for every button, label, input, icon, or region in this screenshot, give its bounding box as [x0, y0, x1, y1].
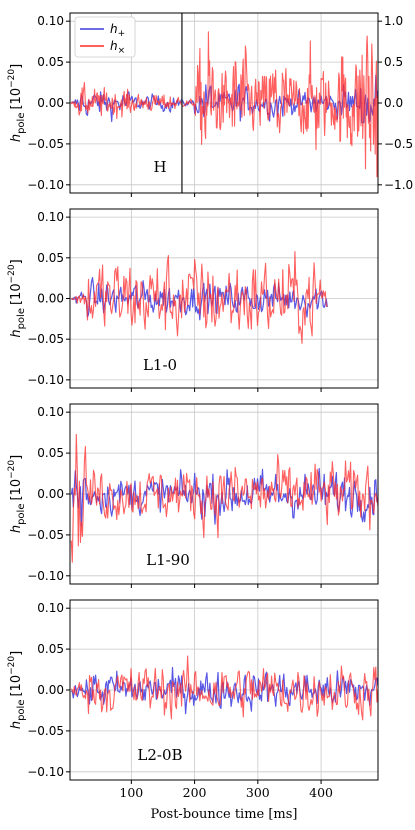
y-axis-label: hpole [10−20]	[7, 651, 27, 729]
panel-1: 0.10 0.05 0.00 −0.05 −0.10 1.0 0.5 0.0 −0.5 −1.0 h…	[7, 12, 413, 197]
y-label-unit: [10	[9, 675, 24, 697]
panel-label: L2-0B	[137, 746, 182, 764]
legend-h: h	[110, 22, 118, 36]
y-label-sub: pole	[16, 113, 27, 134]
y-label-h: h	[9, 134, 24, 142]
y-label-unit: [10	[9, 479, 24, 501]
y-label-close: ]	[9, 64, 24, 69]
panel-4: 0.10 0.05 0.00 −0.05 −0.10 100 200 300 400 hpole […	[7, 599, 379, 800]
y-tick-label: −0.10	[27, 765, 64, 779]
y-tick-label: −0.10	[27, 569, 64, 583]
series-line-h-cross	[70, 433, 378, 563]
y-tick-label: 0.00	[37, 96, 64, 110]
series-line-h-cross	[70, 655, 378, 721]
y-label-sub: pole	[16, 504, 27, 525]
panel-label: H	[153, 158, 166, 176]
right-tick-label: 0.0	[384, 96, 403, 110]
y-label-close: ]	[9, 455, 24, 460]
legend-entry-h-cross: h×	[110, 39, 125, 56]
y-tick-label: −0.05	[27, 137, 64, 151]
x-tick-label: 200	[183, 785, 207, 800]
legend-entry-h-plus: h+	[110, 22, 125, 39]
y-label-h: h	[9, 525, 24, 533]
y-tick-label: −0.10	[27, 373, 64, 387]
y-label-h: h	[9, 721, 24, 729]
y-axis-label: hpole [10−20]	[7, 259, 27, 337]
x-tick-label: 100	[119, 785, 143, 800]
series-line-h-cross	[70, 250, 328, 344]
series-line-h-plus	[70, 468, 378, 527]
x-axis-label: Post-bounce time [ms]	[150, 807, 297, 822]
y-label-h: h	[9, 329, 24, 337]
y-tick-label: 0.05	[37, 55, 64, 69]
y-tick-label: 0.00	[37, 292, 64, 306]
panel-3: 0.10 0.05 0.00 −0.05 −0.10 hpole [10−20] L1-90	[7, 403, 379, 588]
y-tick-label: −0.05	[27, 332, 64, 346]
y-label-exp: −20	[7, 656, 17, 675]
y-label-exp: −20	[7, 460, 17, 479]
y-label-exp: −20	[7, 264, 17, 283]
panel-label: L1-0	[143, 356, 177, 374]
x-tick-label: 400	[309, 785, 333, 800]
y-label-sub: pole	[16, 308, 27, 329]
legend-sub: ×	[118, 46, 126, 56]
y-tick-label: 0.10	[37, 210, 64, 224]
series-group	[70, 655, 378, 721]
y-axis-label: hpole [10−20]	[7, 64, 27, 142]
y-label-close: ]	[9, 259, 24, 264]
series-group	[70, 433, 378, 563]
y-tick-label: 0.05	[37, 642, 64, 656]
y-label-unit: [10	[9, 88, 24, 110]
right-tick-label: 0.5	[384, 55, 403, 69]
panel-2: 0.10 0.05 0.00 −0.05 −0.10 hpole [10−20] L1-0	[7, 208, 379, 392]
right-tick-label: −0.5	[384, 137, 413, 151]
y-label-exp: −20	[7, 69, 17, 88]
series-group	[70, 250, 328, 344]
right-tick-label: 1.0	[384, 14, 403, 28]
y-tick-label: 0.10	[37, 405, 64, 419]
y-tick-label: 0.10	[37, 601, 64, 615]
y-tick-label: 0.05	[37, 251, 64, 265]
x-tick-label: 300	[246, 785, 270, 800]
y-label-close: ]	[9, 651, 24, 656]
y-tick-label: −0.05	[27, 528, 64, 542]
y-tick-label: 0.00	[37, 487, 64, 501]
y-label-sub: pole	[16, 700, 27, 721]
y-tick-label: 0.00	[37, 683, 64, 697]
y-tick-label: −0.05	[27, 724, 64, 738]
y-tick-label: −0.10	[27, 178, 64, 192]
y-axis-label: hpole [10−20]	[7, 455, 27, 533]
y-label-unit: [10	[9, 283, 24, 305]
series-line-h-cross	[70, 31, 378, 178]
y-tick-label: 0.05	[37, 446, 64, 460]
right-tick-label: −1.0	[384, 178, 413, 192]
legend-box	[74, 16, 136, 58]
panel-label: L1-90	[146, 551, 190, 569]
y-tick-label: 0.10	[37, 14, 64, 28]
legend-h: h	[110, 39, 118, 53]
legend: h+h×	[74, 16, 136, 58]
legend-sub: +	[118, 29, 126, 39]
series-group	[70, 31, 378, 178]
